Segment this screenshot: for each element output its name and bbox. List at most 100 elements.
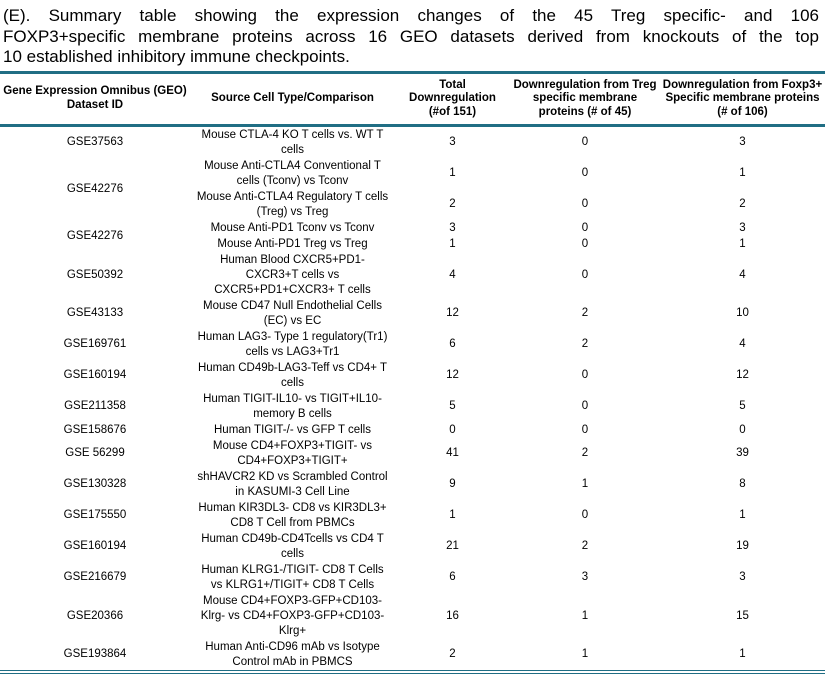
caption-line: FOXP3+specific membrane proteins across … bbox=[3, 27, 819, 48]
foxp3-downregulation-cell: 10 bbox=[660, 298, 825, 329]
treg-downregulation-cell: 0 bbox=[510, 252, 660, 298]
foxp3-downregulation-cell: 4 bbox=[660, 252, 825, 298]
total-downregulation-cell: 1 bbox=[395, 500, 510, 531]
source-cell: Human CD49b-LAG3-Teff vs CD4+ T cells bbox=[190, 360, 395, 391]
treg-downregulation-cell: 3 bbox=[510, 562, 660, 593]
source-cell: Mouse CD47 Null Endothelial Cells (EC) v… bbox=[190, 298, 395, 329]
total-downregulation-cell: 12 bbox=[395, 298, 510, 329]
geo-id-cell: GSE42276 bbox=[0, 220, 190, 252]
treg-downregulation-cell: 0 bbox=[510, 500, 660, 531]
treg-downregulation-cell: 0 bbox=[510, 236, 660, 252]
table-row: GSE42276 Mouse Anti-CTLA4 Conventional T… bbox=[0, 158, 825, 189]
treg-downregulation-cell: 1 bbox=[510, 593, 660, 639]
treg-downregulation-cell: 0 bbox=[510, 391, 660, 422]
geo-id-cell: GSE169761 bbox=[0, 329, 190, 360]
column-header-treg-downregulation: Downregulation from Treg specific membra… bbox=[510, 72, 660, 126]
treg-downregulation-cell: 0 bbox=[510, 126, 660, 159]
treg-downregulation-cell: 0 bbox=[510, 422, 660, 438]
total-downregulation-cell: 12 bbox=[395, 360, 510, 391]
table-row: GSE216679 Human KLRG1-/TIGIT- CD8 T Cell… bbox=[0, 562, 825, 593]
total-downregulation-cell: 9 bbox=[395, 469, 510, 500]
total-downregulation-cell: 16 bbox=[395, 593, 510, 639]
total-downregulation-cell: 5 bbox=[395, 391, 510, 422]
foxp3-downregulation-cell: 19 bbox=[660, 531, 825, 562]
treg-downregulation-cell: 2 bbox=[510, 531, 660, 562]
source-cell: Human Blood CXCR5+PD1-CXCR3+T cells vs C… bbox=[190, 252, 395, 298]
source-cell: Human LAG3- Type 1 regulatory(Tr1) cells… bbox=[190, 329, 395, 360]
table-row: GSE175550 Human KIR3DL3- CD8 vs KIR3DL3+… bbox=[0, 500, 825, 531]
treg-downregulation-cell: 0 bbox=[510, 158, 660, 189]
source-cell: Mouse Anti-PD1 Tconv vs Tconv bbox=[190, 220, 395, 236]
geo-id-cell: GSE20366 bbox=[0, 593, 190, 639]
foxp3-downregulation-cell: 39 bbox=[660, 438, 825, 469]
source-cell: shHAVCR2 KD vs Scrambled Control in KASU… bbox=[190, 469, 395, 500]
total-downregulation-cell: 0 bbox=[395, 422, 510, 438]
geo-id-cell: GSE130328 bbox=[0, 469, 190, 500]
foxp3-downregulation-cell: 5 bbox=[660, 391, 825, 422]
table-row: GSE158676 Human TIGIT-/- vs GFP T cells … bbox=[0, 422, 825, 438]
geo-id-cell: GSE160194 bbox=[0, 531, 190, 562]
total-downregulation-cell: 3 bbox=[395, 126, 510, 159]
table-row: GSE 56299 Mouse CD4+FOXP3+TIGIT- vs CD4+… bbox=[0, 438, 825, 469]
foxp3-downregulation-cell: 3 bbox=[660, 126, 825, 159]
geo-id-cell: GSE211358 bbox=[0, 391, 190, 422]
column-header-source-cell-type: Source Cell Type/Comparison bbox=[190, 72, 395, 126]
column-header-geo-dataset-id: Gene Expression Omnibus (GEO) Dataset ID bbox=[0, 72, 190, 126]
foxp3-downregulation-cell: 3 bbox=[660, 562, 825, 593]
source-cell: Mouse CD4+FOXP3-GFP+CD103-Klrg- vs CD4+F… bbox=[190, 593, 395, 639]
geo-id-cell: GSE50392 bbox=[0, 252, 190, 298]
total-downregulation-cell: 4 bbox=[395, 252, 510, 298]
treg-downregulation-cell: 0 bbox=[510, 189, 660, 220]
table-row: GSE20366 Mouse CD4+FOXP3-GFP+CD103-Klrg-… bbox=[0, 593, 825, 639]
source-cell: Human TIGIT-/- vs GFP T cells bbox=[190, 422, 395, 438]
foxp3-downregulation-cell: 4 bbox=[660, 329, 825, 360]
column-header-foxp3-downregulation: Downregulation from Foxp3+ Specific memb… bbox=[660, 72, 825, 126]
geo-id-cell: GSE42276 bbox=[0, 158, 190, 220]
figure-caption: (E). Summary table showing the expressio… bbox=[0, 0, 825, 71]
treg-downregulation-cell: 2 bbox=[510, 298, 660, 329]
source-cell: Mouse CTLA-4 KO T cells vs. WT T cells bbox=[190, 126, 395, 159]
total-downregulation-cell: 6 bbox=[395, 329, 510, 360]
total-downregulation-cell: 1 bbox=[395, 236, 510, 252]
geo-id-cell: GSE216679 bbox=[0, 562, 190, 593]
source-cell: Mouse Anti-CTLA4 Conventional T cells (T… bbox=[190, 158, 395, 189]
geo-id-cell: GSE175550 bbox=[0, 500, 190, 531]
foxp3-downregulation-cell: 1 bbox=[660, 158, 825, 189]
caption-line: (E). Summary table showing the expressio… bbox=[3, 6, 819, 27]
treg-downregulation-cell: 1 bbox=[510, 469, 660, 500]
table-row: GSE160194 Human CD49b-CD4Tcells vs CD4 T… bbox=[0, 531, 825, 562]
foxp3-downregulation-cell: 12 bbox=[660, 360, 825, 391]
caption-line: 10 established inhibitory immune checkpo… bbox=[3, 47, 819, 68]
foxp3-downregulation-cell: 8 bbox=[660, 469, 825, 500]
geo-id-cell: GSE37563 bbox=[0, 126, 190, 159]
total-downregulation-cell: 2 bbox=[395, 189, 510, 220]
table-row: GSE43133 Mouse CD47 Null Endothelial Cel… bbox=[0, 298, 825, 329]
source-cell: Human KIR3DL3- CD8 vs KIR3DL3+ CD8 T Cel… bbox=[190, 500, 395, 531]
table-header-row: Gene Expression Omnibus (GEO) Dataset ID… bbox=[0, 72, 825, 126]
treg-downregulation-cell: 2 bbox=[510, 329, 660, 360]
table-row: GSE50392 Human Blood CXCR5+PD1-CXCR3+T c… bbox=[0, 252, 825, 298]
source-cell: Mouse Anti-PD1 Treg vs Treg bbox=[190, 236, 395, 252]
source-cell: Mouse CD4+FOXP3+TIGIT- vs CD4+FOXP3+TIGI… bbox=[190, 438, 395, 469]
geo-id-cell: GSE158676 bbox=[0, 422, 190, 438]
source-cell: Mouse Anti-CTLA4 Regulatory T cells (Tre… bbox=[190, 189, 395, 220]
total-downregulation-cell: 3 bbox=[395, 220, 510, 236]
geo-id-cell: GSE 56299 bbox=[0, 438, 190, 469]
table-row: GSE169761 Human LAG3- Type 1 regulatory(… bbox=[0, 329, 825, 360]
geo-id-cell: GSE43133 bbox=[0, 298, 190, 329]
table-row: GSE211358 Human TIGIT-IL10- vs TIGIT+IL1… bbox=[0, 391, 825, 422]
column-header-total-downregulation: Total Downregulation (#of 151) bbox=[395, 72, 510, 126]
treg-downregulation-cell: 0 bbox=[510, 220, 660, 236]
total-downregulation-cell: 6 bbox=[395, 562, 510, 593]
table-row: GSE160194 Human CD49b-LAG3-Teff vs CD4+ … bbox=[0, 360, 825, 391]
geo-id-cell: GSE160194 bbox=[0, 360, 190, 391]
foxp3-downregulation-cell: 1 bbox=[660, 236, 825, 252]
foxp3-downregulation-cell: 0 bbox=[660, 422, 825, 438]
table-row: GSE37563 Mouse CTLA-4 KO T cells vs. WT … bbox=[0, 126, 825, 159]
foxp3-downregulation-cell: 1 bbox=[660, 500, 825, 531]
foxp3-downregulation-cell: 2 bbox=[660, 189, 825, 220]
source-cell: Human CD49b-CD4Tcells vs CD4 T cells bbox=[190, 531, 395, 562]
source-cell: Human KLRG1-/TIGIT- CD8 T Cells vs KLRG1… bbox=[190, 562, 395, 593]
foxp3-downregulation-cell: 3 bbox=[660, 220, 825, 236]
